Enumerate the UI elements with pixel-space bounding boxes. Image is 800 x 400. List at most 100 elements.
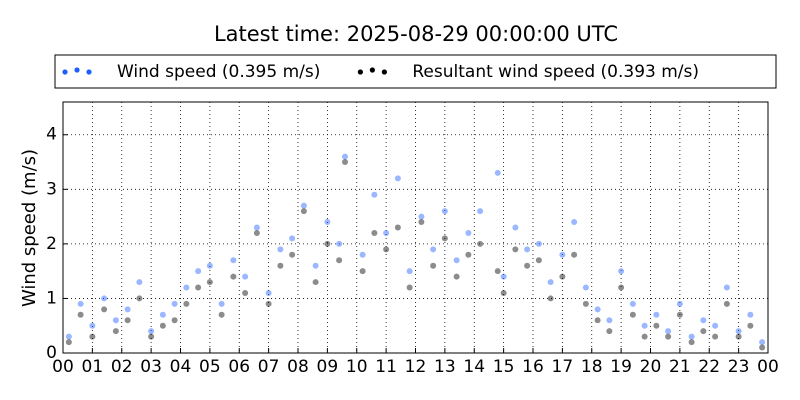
data-point (289, 251, 296, 258)
data-point (206, 279, 213, 286)
data-point (688, 333, 695, 340)
legend-marker (381, 69, 387, 75)
data-point (665, 328, 672, 335)
x-tick-label: 04 (170, 357, 192, 377)
legend-label: Resultant wind speed (0.393 m/s) (412, 62, 699, 82)
x-tick-label: 01 (82, 357, 104, 377)
x-tick-label: 09 (317, 357, 339, 377)
data-point (759, 339, 766, 346)
x-tick-label: 20 (640, 357, 662, 377)
data-point (218, 300, 225, 307)
data-point (277, 262, 284, 269)
x-tick-label: 07 (258, 357, 280, 377)
data-point (101, 306, 108, 313)
data-point (524, 262, 531, 269)
data-point (124, 306, 131, 313)
x-tick-label: 23 (728, 357, 750, 377)
data-point (735, 333, 742, 340)
data-point (723, 284, 730, 291)
data-point (547, 279, 554, 286)
data-point (606, 317, 613, 324)
data-point (136, 279, 143, 286)
data-point (383, 229, 390, 236)
data-point (89, 333, 96, 340)
x-tick-label: 06 (228, 357, 250, 377)
data-point (547, 295, 554, 302)
data-point (535, 257, 542, 264)
data-point (359, 251, 366, 258)
data-point (89, 322, 96, 329)
data-point (594, 317, 601, 324)
x-tick-label: 05 (199, 357, 221, 377)
data-point (394, 224, 401, 231)
data-point (582, 284, 589, 291)
x-tick-label: 10 (346, 357, 368, 377)
data-point (430, 262, 437, 269)
data-point (218, 311, 225, 318)
data-point (712, 333, 719, 340)
x-tick-label: 14 (463, 357, 485, 377)
data-point (418, 213, 425, 220)
data-point (453, 273, 460, 280)
legend-label: Wind speed (0.395 m/s) (117, 62, 320, 82)
x-tick-label: 21 (669, 357, 691, 377)
x-tick-label: 13 (434, 357, 456, 377)
data-point (359, 268, 366, 275)
data-point (148, 333, 155, 340)
data-point (65, 339, 72, 346)
data-point (124, 317, 131, 324)
legend-marker (86, 69, 92, 75)
data-point (494, 268, 501, 275)
data-point (65, 333, 72, 340)
data-point (688, 339, 695, 346)
data-point (524, 246, 531, 253)
x-tick-label: 00 (52, 357, 74, 377)
data-point (336, 257, 343, 264)
data-point (735, 328, 742, 335)
data-point (242, 289, 249, 296)
data-point (477, 208, 484, 215)
data-point (342, 153, 348, 160)
data-point (406, 268, 413, 275)
data-point (371, 191, 378, 198)
data-point (594, 306, 601, 313)
chart-title: Latest time: 2025-08-29 00:00:00 UTC (214, 22, 618, 46)
data-point (148, 328, 155, 335)
data-point (312, 262, 319, 269)
data-point (195, 284, 202, 291)
data-point (206, 262, 213, 269)
x-tick-label: 02 (111, 357, 133, 377)
x-tick-label: 03 (140, 357, 162, 377)
y-tick-label: 4 (46, 125, 57, 145)
data-point (629, 311, 636, 318)
data-point (336, 240, 343, 247)
data-point (324, 219, 331, 226)
data-point (712, 322, 719, 329)
legend-marker (357, 69, 363, 75)
data-point (112, 328, 119, 335)
x-tick-label: 22 (698, 357, 720, 377)
data-point (500, 273, 507, 280)
x-tick-label: 18 (581, 357, 603, 377)
legend-marker (62, 69, 68, 75)
data-point (559, 273, 566, 280)
data-point (571, 251, 578, 258)
legend-marker (369, 67, 375, 73)
data-point (430, 246, 437, 253)
data-point (641, 322, 648, 329)
data-point (171, 317, 178, 324)
x-tick-label: 19 (610, 357, 632, 377)
data-point (723, 300, 730, 307)
data-point (183, 284, 190, 291)
x-tick-label: 16 (522, 357, 544, 377)
data-point (441, 235, 448, 242)
data-point (324, 240, 331, 247)
x-tick-label: 17 (552, 357, 574, 377)
legend-marker (74, 67, 80, 73)
data-point (253, 224, 260, 231)
data-point (535, 240, 542, 247)
data-point (618, 284, 625, 291)
data-point (406, 284, 413, 291)
data-point (676, 311, 683, 318)
data-point (441, 208, 448, 215)
